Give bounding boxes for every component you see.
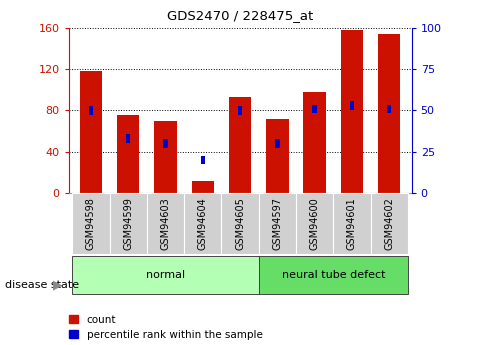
Bar <box>192 181 214 193</box>
Bar <box>154 121 177 193</box>
Text: normal: normal <box>146 270 185 280</box>
Text: GSM94605: GSM94605 <box>235 197 245 250</box>
Bar <box>378 34 400 193</box>
FancyBboxPatch shape <box>259 256 408 294</box>
Text: GSM94598: GSM94598 <box>86 197 96 250</box>
Bar <box>303 92 326 193</box>
Text: GSM94599: GSM94599 <box>123 197 133 250</box>
Text: ▶: ▶ <box>53 278 63 291</box>
Text: GSM94604: GSM94604 <box>198 197 208 250</box>
Bar <box>80 71 102 193</box>
FancyBboxPatch shape <box>147 193 184 254</box>
Text: GDS2470 / 228475_at: GDS2470 / 228475_at <box>167 9 313 22</box>
Text: GSM94601: GSM94601 <box>347 197 357 250</box>
FancyBboxPatch shape <box>296 193 333 254</box>
Bar <box>117 115 140 193</box>
Bar <box>229 97 251 193</box>
Bar <box>163 139 168 148</box>
FancyBboxPatch shape <box>221 193 259 254</box>
Bar <box>387 105 392 113</box>
FancyBboxPatch shape <box>110 193 147 254</box>
Text: disease state: disease state <box>5 280 79 289</box>
FancyBboxPatch shape <box>184 193 221 254</box>
Bar <box>275 139 280 148</box>
Bar <box>313 105 317 113</box>
FancyBboxPatch shape <box>333 193 370 254</box>
Text: GSM94597: GSM94597 <box>272 197 282 250</box>
FancyBboxPatch shape <box>259 193 296 254</box>
Bar <box>89 106 93 115</box>
Bar <box>238 106 243 115</box>
Bar <box>341 30 363 193</box>
Bar <box>200 156 205 164</box>
Text: GSM94603: GSM94603 <box>161 197 171 250</box>
FancyBboxPatch shape <box>73 193 110 254</box>
FancyBboxPatch shape <box>370 193 408 254</box>
Text: GSM94602: GSM94602 <box>384 197 394 250</box>
Bar <box>266 119 289 193</box>
Bar <box>350 101 354 110</box>
Text: GSM94600: GSM94600 <box>310 197 319 250</box>
Text: neural tube defect: neural tube defect <box>282 270 385 280</box>
Legend: count, percentile rank within the sample: count, percentile rank within the sample <box>69 315 263 340</box>
FancyBboxPatch shape <box>73 256 259 294</box>
Bar <box>126 135 130 143</box>
